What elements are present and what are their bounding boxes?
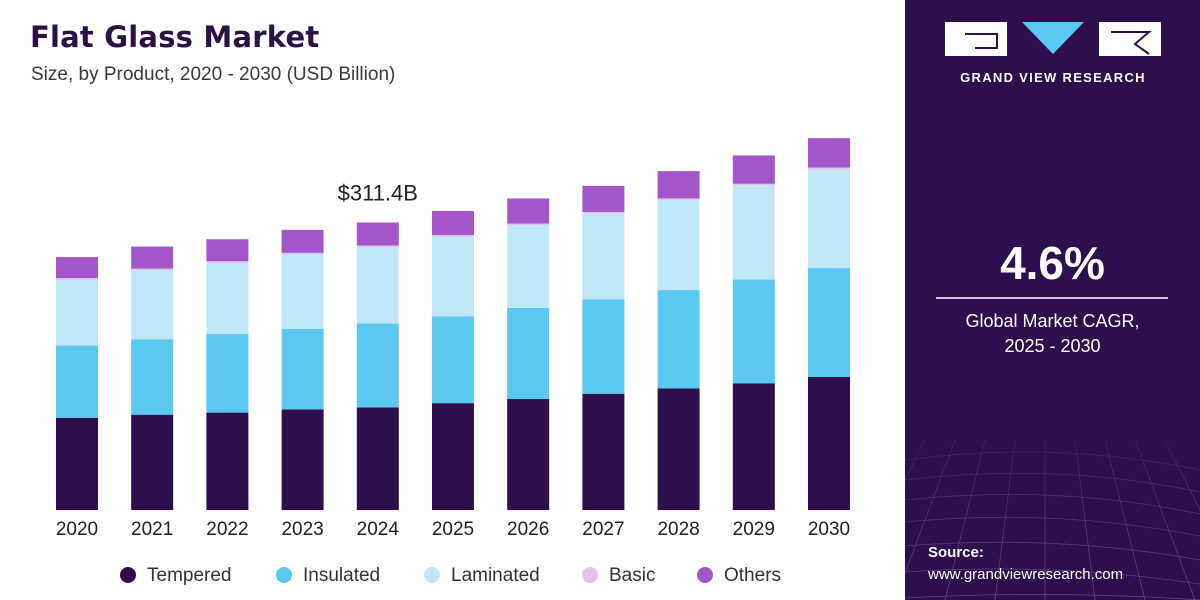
bar-basic-2021 [131,268,174,271]
x-tick-label: 2024 [357,519,400,540]
legend-label-laminated: Laminated [451,565,540,586]
bar-insulated-2029 [732,279,775,384]
x-tick-label: 2029 [733,519,775,540]
legend-label-tempered: Tempered [147,565,232,586]
bar-tempered-2028 [657,388,700,510]
bar-laminated-2028 [657,199,700,291]
legend-label-insulated: Insulated [303,565,380,586]
legend-label-others: Others [724,565,781,586]
bar-laminated-2021 [131,270,174,340]
perspective-grid-graphic [905,400,1200,600]
bar-others-2022 [206,239,249,262]
bar-tempered-2027 [582,393,625,510]
bar-insulated-2024 [356,323,399,408]
bar-tempered-2029 [732,383,775,510]
bar-insulated-2023 [281,328,324,410]
bar-tempered-2024 [356,407,399,510]
x-tick-label: 2023 [281,519,323,540]
data-label-annotation: $311.4B [338,180,418,205]
bar-basic-2022 [206,261,249,263]
x-tick-label: 2021 [131,519,173,540]
stacked-bar-chart: 2020 2021 2022 2023 2024 2025 2026 2027 2028 2029… [56,138,850,586]
bar-laminated-2022 [206,262,249,335]
bar-tempered-2022 [206,412,249,510]
bar-others-2023 [281,229,324,253]
bar-others-2021 [131,246,174,269]
bar-insulated-2025 [432,316,474,404]
bar-insulated-2028 [657,290,700,389]
bar-tempered-2026 [507,398,550,510]
cagr-value: 4.6% [1000,237,1105,289]
bar-insulated-2021 [131,339,174,415]
bar-others-2029 [732,155,775,184]
source-link[interactable]: www.grandviewresearch.com [928,566,1124,583]
legend-swatch-laminated [424,567,440,583]
bar-insulated-2030 [808,268,850,377]
bar-others-2025 [432,210,474,236]
chart-panel: Flat Glass Market Size, by Product, 2020… [30,20,851,586]
bar-basic-2026 [507,223,550,226]
x-tick-label: 2022 [206,519,248,540]
bar-laminated-2026 [507,225,550,308]
source-label: Source: [928,544,984,561]
bar-laminated-2024 [356,247,399,324]
bar-basic-2030 [808,167,850,170]
x-tick-label: 2027 [582,519,624,540]
legend-swatch-insulated [276,567,292,583]
x-tick-label: 2030 [808,519,850,540]
bar-basic-2024 [356,245,399,248]
bar-basic-2027 [582,212,625,214]
bar-basic-2028 [657,198,700,200]
bar-tempered-2021 [131,414,174,510]
cagr-divider [936,297,1168,299]
bar-insulated-2020 [56,345,98,418]
bar-laminated-2020 [56,279,98,346]
bar-others-2026 [507,198,550,224]
x-tick-label: 2026 [507,519,549,540]
bar-tempered-2020 [56,417,98,510]
bar-others-2030 [808,138,850,168]
bar-laminated-2023 [281,254,324,329]
bar-laminated-2025 [432,236,474,317]
bar-insulated-2022 [206,334,249,413]
bar-basic-2020 [56,278,98,280]
bar-laminated-2030 [808,169,850,269]
bar-others-2027 [582,185,625,213]
logo-wordmark: GRAND VIEW RESEARCH [960,70,1146,85]
cagr-label: Global Market CAGR, 2025 - 2030 [905,309,1200,359]
legend-label-basic: Basic [609,565,655,586]
x-tick-label: 2028 [657,519,699,540]
bar-laminated-2029 [732,185,775,280]
bar-basic-2023 [281,252,324,255]
x-tick-label: 2020 [56,519,98,540]
x-tick-label: 2025 [432,519,474,540]
chart-subtitle: Size, by Product, 2020 - 2030 (USD Billi… [31,64,396,85]
bar-tempered-2023 [281,409,324,510]
bar-others-2020 [56,257,98,279]
legend-swatch-others [697,567,713,583]
brand-panel: GRAND VIEW RESEARCH 4.6% Global Market C… [905,0,1200,600]
cagr-label-line1: Global Market CAGR, [965,311,1140,331]
bar-laminated-2027 [582,213,625,300]
bar-insulated-2026 [507,307,550,399]
chart-title: Flat Glass Market [30,20,320,54]
legend-swatch-basic [582,567,598,583]
grand-view-research-logo [945,22,1161,56]
bar-basic-2029 [732,183,775,186]
bar-others-2028 [657,171,700,199]
bar-basic-2025 [432,235,474,237]
bar-insulated-2027 [582,299,625,394]
cagr-label-line2: 2025 - 2030 [1004,336,1101,356]
bar-tempered-2030 [808,376,850,510]
legend-swatch-tempered [120,567,136,583]
bar-others-2024 [356,222,399,246]
bar-tempered-2025 [432,403,474,510]
